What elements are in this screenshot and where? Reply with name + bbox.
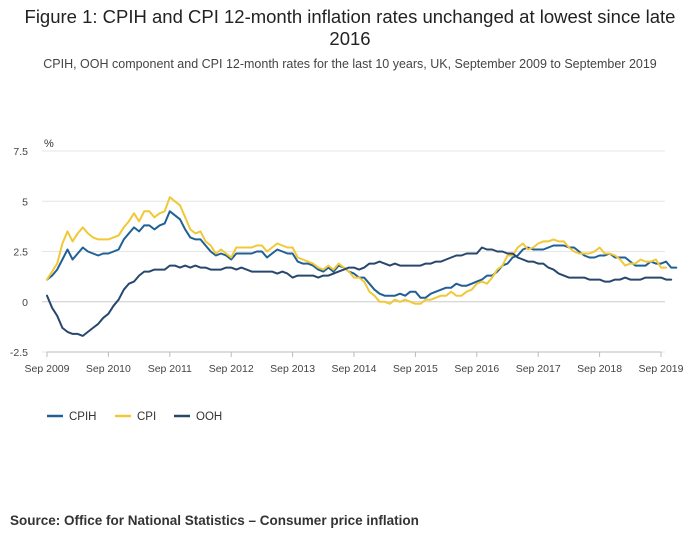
series-line-ooh bbox=[46, 246, 673, 337]
chart-subtitle: CPIH, OOH component and CPI 12-month rat… bbox=[43, 57, 657, 71]
x-tick-label: Sep 2016 bbox=[454, 363, 499, 375]
series-line-cpi bbox=[46, 196, 668, 305]
x-tick-label: Sep 2013 bbox=[270, 363, 315, 375]
chart-title: Figure 1: CPIH and CPI 12-month inflatio… bbox=[24, 6, 676, 49]
x-tick-label: Sep 2014 bbox=[332, 363, 377, 375]
x-tick-label: Sep 2019 bbox=[639, 363, 684, 375]
legend-label: CPIH bbox=[69, 411, 96, 423]
legend-item-cpi[interactable]: CPI bbox=[115, 411, 156, 423]
x-tick-label: Sep 2012 bbox=[209, 363, 254, 375]
axes: 7.5 5 2.5 0 -2.5 Sep 2009 Sep 2010 Sep 2011 Sep … bbox=[10, 146, 684, 375]
legend-item-ooh[interactable]: OOH bbox=[174, 411, 222, 423]
line-chart: 7.5 5 2.5 0 -2.5 Sep 2009 Sep 2010 Sep 2011 Sep … bbox=[10, 138, 684, 423]
x-tick-label: Sep 2011 bbox=[148, 363, 192, 375]
series-line-cpih bbox=[46, 210, 678, 299]
y-tick-label: 7.5 bbox=[13, 146, 28, 158]
legend-label: OOH bbox=[196, 411, 222, 423]
y-axis-label: % bbox=[44, 138, 54, 150]
gridlines bbox=[42, 150, 665, 353]
y-tick-label: 0 bbox=[22, 297, 28, 309]
x-tick-label: Sep 2018 bbox=[577, 363, 622, 375]
x-tick-label: Sep 2015 bbox=[393, 363, 438, 375]
legend-item-cpih[interactable]: CPIH bbox=[47, 411, 96, 423]
source-note: Source: Office for National Statistics –… bbox=[10, 513, 419, 528]
legend-label: CPI bbox=[137, 411, 156, 423]
y-tick-label: 2.5 bbox=[13, 247, 28, 259]
y-tick-label: -2.5 bbox=[10, 347, 28, 359]
x-tick-label: Sep 2009 bbox=[25, 363, 70, 375]
y-tick-label: 5 bbox=[22, 196, 28, 208]
legend[interactable]: CPIH CPI OOH bbox=[47, 411, 222, 423]
series-lines bbox=[46, 196, 678, 337]
x-tick-label: Sep 2010 bbox=[86, 363, 131, 375]
x-tick-label: Sep 2017 bbox=[516, 363, 561, 375]
